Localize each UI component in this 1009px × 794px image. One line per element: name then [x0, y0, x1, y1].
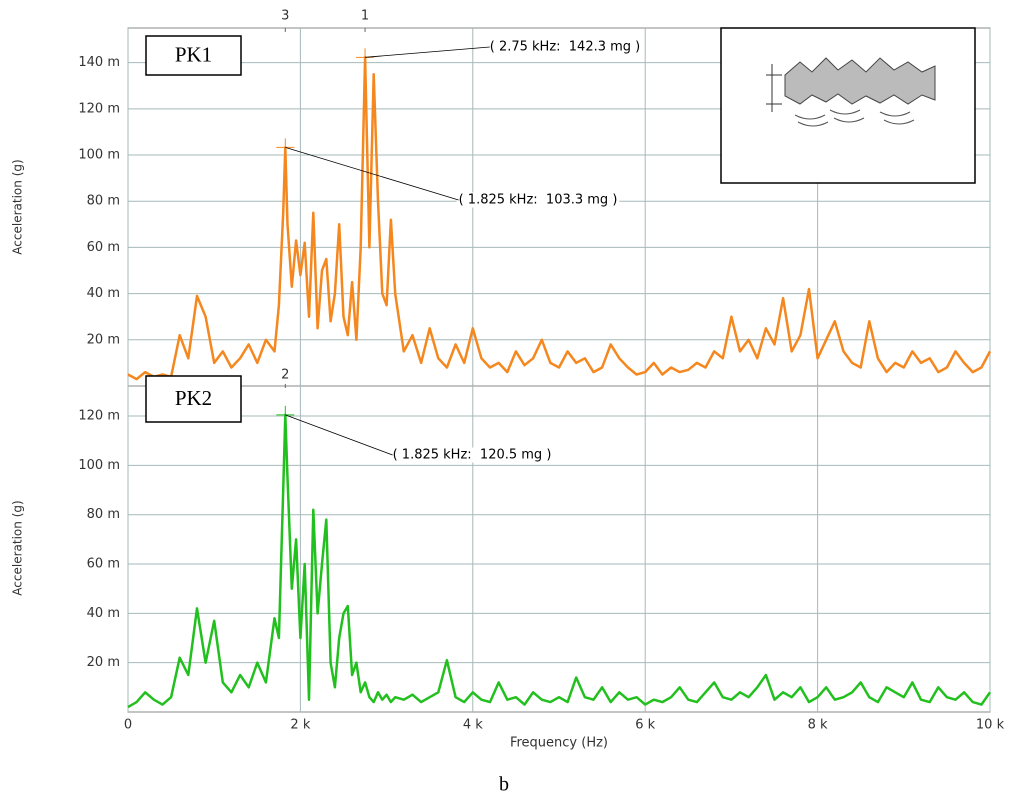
- data-line: [127, 413, 992, 709]
- annotation-bg: [390, 447, 554, 463]
- x-tick-label: 8 k: [808, 718, 828, 733]
- panel-label: PK1: [175, 42, 212, 66]
- inset-waves: [794, 109, 915, 127]
- annotation-label: ( 2.75 kHz: 142.3 mg ): [490, 40, 641, 55]
- y-axis-label: Acceleration (g): [11, 500, 25, 595]
- x-tick-label: 4 k: [463, 718, 483, 733]
- annotation-bg: [456, 192, 620, 208]
- caption: b: [499, 774, 509, 794]
- y-tick-label: 20 m: [87, 655, 120, 670]
- panel-label-box: [145, 375, 242, 423]
- y-tick-label: 80 m: [87, 507, 120, 522]
- inset-diagram: [720, 27, 976, 184]
- annotation-leader: [365, 46, 490, 58]
- cursor-label: 3: [281, 9, 289, 24]
- x-axis-label: Frequency (Hz): [510, 736, 608, 751]
- data-line: [127, 56, 992, 381]
- annotation-label: ( 1.825 kHz: 103.3 mg ): [459, 193, 618, 208]
- panel-label-box: [145, 35, 242, 76]
- annotation-leader: [285, 147, 459, 201]
- panel-label: PK2: [175, 386, 212, 410]
- y-tick-label: 60 m: [87, 240, 120, 255]
- y-tick-label: 80 m: [87, 194, 120, 209]
- y-axis-label: Acceleration (g): [11, 159, 25, 254]
- y-tick-label: 60 m: [87, 557, 120, 572]
- y-tick-label: 100 m: [78, 148, 120, 163]
- y-tick-label: 40 m: [87, 286, 120, 301]
- x-tick-label: 2 k: [290, 718, 310, 733]
- x-tick-label: 0: [124, 718, 132, 733]
- inset-surface: [784, 57, 936, 105]
- cursor-label: 2: [281, 368, 289, 383]
- y-tick-label: 20 m: [87, 332, 120, 347]
- annotation-leader: [285, 414, 393, 456]
- annotation-bg: [487, 39, 643, 55]
- y-tick-label: 140 m: [78, 55, 120, 70]
- x-tick-label: 10 k: [976, 718, 1005, 733]
- y-tick-label: 120 m: [78, 409, 120, 424]
- y-tick-label: 100 m: [78, 458, 120, 473]
- x-tick-label: 6 k: [635, 718, 655, 733]
- inset-frame: [720, 27, 976, 184]
- y-tick-label: 120 m: [78, 101, 120, 116]
- annotation-label: ( 1.825 kHz: 120.5 mg ): [393, 448, 552, 463]
- cursor-label: 1: [361, 9, 369, 24]
- y-tick-label: 40 m: [87, 606, 120, 621]
